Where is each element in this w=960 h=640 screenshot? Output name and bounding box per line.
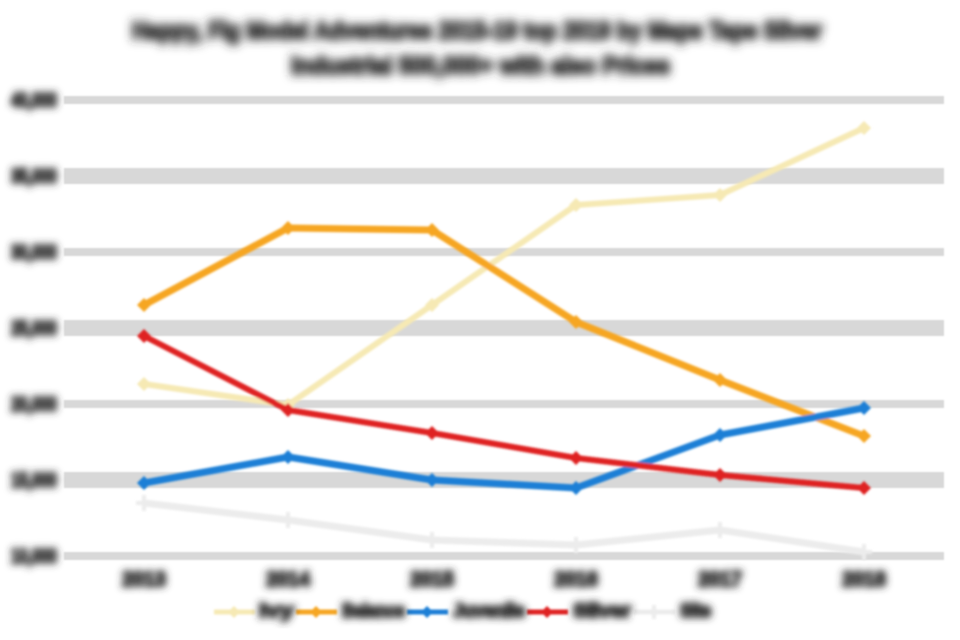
svg-text:Silver: Silver: [573, 601, 632, 622]
svg-text:40,000: 40,000: [11, 89, 57, 112]
svg-text:Happy, Fig Model Adventures 20: Happy, Fig Model Adventures 2015-19 top …: [132, 17, 822, 45]
svg-text:Juvenile: Juvenile: [453, 601, 525, 622]
svg-text:Industrial 500,000+ with also: Industrial 500,000+ with also Prices: [291, 52, 670, 80]
svg-text:Ivy: Ivy: [259, 601, 295, 622]
svg-text:2013: 2013: [122, 568, 166, 591]
svg-text:Balance: Balance: [342, 601, 405, 622]
svg-text:15,000: 15,000: [11, 469, 57, 492]
svg-text:30,000: 30,000: [11, 241, 57, 264]
svg-text:2015: 2015: [410, 568, 454, 591]
svg-text:2016: 2016: [554, 568, 598, 591]
svg-text:2018: 2018: [842, 568, 886, 591]
svg-text:10,000: 10,000: [11, 545, 57, 568]
svg-text:2017: 2017: [698, 568, 742, 591]
svg-text:2014: 2014: [266, 568, 310, 591]
svg-text:35,000: 35,000: [11, 165, 57, 188]
svg-text:25,000: 25,000: [11, 317, 57, 340]
svg-text:Site: Site: [680, 601, 711, 622]
svg-text:20,000: 20,000: [11, 393, 57, 416]
